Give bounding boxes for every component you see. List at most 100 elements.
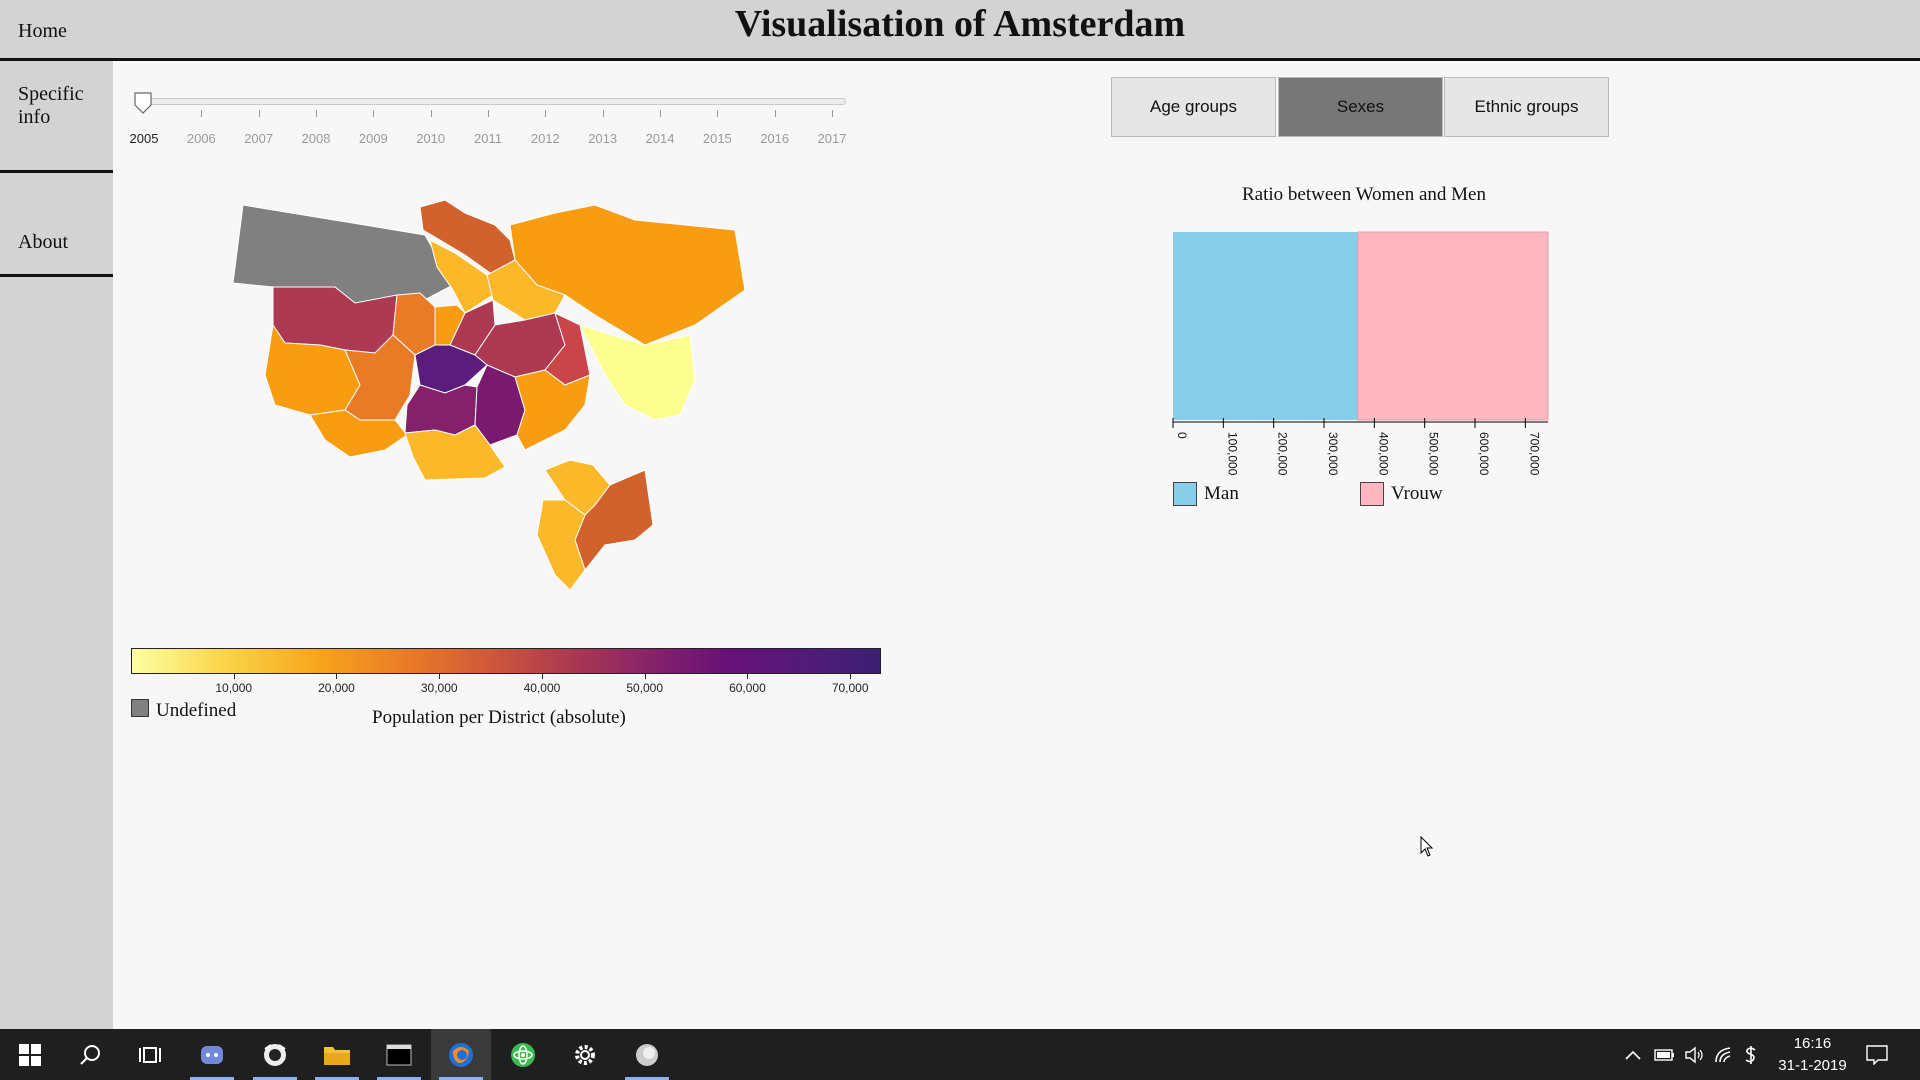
battery-icon[interactable] [1654, 1029, 1676, 1080]
district[interactable] [404, 384, 478, 436]
district[interactable] [514, 369, 591, 451]
x-tick-label: 600,000 [1477, 432, 1491, 476]
tray-chevron-up-icon[interactable] [1624, 1029, 1642, 1080]
color-scale-tick-label: 40,000 [523, 681, 561, 695]
year-label-2017: 2017 [817, 131, 847, 146]
bee-app-icon[interactable] [245, 1029, 305, 1080]
district[interactable] [536, 499, 586, 591]
year-tick [488, 110, 489, 117]
year-label-2014: 2014 [645, 131, 675, 146]
tab-sexes[interactable]: Sexes [1278, 77, 1443, 137]
firefox-icon[interactable] [431, 1029, 491, 1080]
legend-swatch-man [1173, 482, 1197, 506]
color-scale-tick-label: 10,000 [215, 681, 253, 695]
volume-icon[interactable] [1684, 1029, 1706, 1080]
tab-age-groups[interactable]: Age groups [1111, 77, 1276, 137]
year-label-2013: 2013 [588, 131, 618, 146]
file-explorer-icon[interactable] [307, 1029, 367, 1080]
year-tick [430, 110, 432, 117]
home-link[interactable]: Home [18, 20, 67, 42]
color-scale-tick-label: 20,000 [318, 681, 355, 695]
year-slider-track[interactable] [144, 98, 846, 105]
year-tick [660, 110, 661, 117]
year-label-2006: 2006 [186, 131, 216, 146]
color-scale-tick [850, 674, 852, 679]
wifi-icon[interactable] [1714, 1029, 1734, 1080]
settings-gear-icon[interactable] [555, 1029, 615, 1080]
windows-start-icon[interactable] [0, 1029, 60, 1080]
color-scale-tick [233, 674, 235, 679]
year-label-2016: 2016 [760, 131, 790, 146]
atom-icon[interactable] [493, 1029, 553, 1080]
year-label-2015: 2015 [702, 131, 732, 146]
sex-ratio-chart: 0 100,000 200,000 300,000 400,000 500,000 600,… [1172, 231, 1549, 476]
bar-man[interactable] [1173, 232, 1358, 420]
color-scale-tick-label: 60,000 [729, 681, 766, 695]
color-scale-tick [336, 674, 338, 679]
year-tick [602, 110, 604, 117]
district[interactable] [404, 424, 506, 481]
chart-title: Ratio between Women and Men [1241, 184, 1486, 205]
color-scale-tick-label: 70,000 [831, 681, 869, 695]
year-tick [316, 110, 317, 117]
top-header: Home Visualisation of Amsterdam [0, 0, 1920, 61]
year-label-2009: 2009 [358, 131, 388, 146]
clock-date: 31-1-2019 [1778, 1057, 1847, 1074]
x-tick-label: 700,000 [1527, 432, 1541, 476]
notification-center-icon[interactable] [1866, 1029, 1888, 1080]
x-tick-label: 0 [1175, 432, 1189, 439]
year-tick [774, 110, 776, 117]
undefined-swatch [131, 699, 149, 717]
clock-time: 16:16 [1793, 1035, 1832, 1052]
color-scale-tick [644, 674, 646, 679]
year-label-2010: 2010 [416, 131, 446, 146]
year-tick [201, 110, 203, 117]
legend-swatch-vrouw [1360, 482, 1384, 506]
year-tick [258, 110, 260, 117]
legend-label-man: Man [1204, 483, 1239, 504]
tab-ethnic-groups[interactable]: Ethnic groups [1444, 77, 1609, 137]
year-label-2011: 2011 [474, 131, 502, 146]
undefined-label: Undefined [156, 700, 237, 721]
legend-label-vrouw: Vrouw [1391, 483, 1443, 504]
x-tick-label: 200,000 [1276, 432, 1290, 476]
district[interactable] [579, 324, 696, 421]
year-tick [832, 110, 833, 117]
sidebar-item-about[interactable]: About [0, 173, 113, 277]
color-scale-tick [541, 674, 543, 679]
year-tick [717, 110, 719, 117]
year-label-2005: 2005 [129, 131, 159, 146]
color-scale-tick-label: 50,000 [626, 681, 664, 695]
color-scale-tick [439, 674, 441, 679]
task-view-icon[interactable] [120, 1029, 180, 1080]
sidebar-item-specific-info[interactable]: Specific info [0, 83, 113, 173]
year-label-2007: 2007 [244, 131, 274, 146]
x-tick-label: 100,000 [1225, 432, 1239, 476]
sidebar-item-label: Specific info [18, 83, 84, 128]
year-label-2012: 2012 [530, 131, 560, 146]
media-app-icon[interactable] [617, 1029, 677, 1080]
taskbar [0, 1029, 1920, 1080]
dollar-app-icon[interactable] [1744, 1029, 1758, 1080]
district-map [232, 199, 746, 591]
color-scale-bar [131, 648, 881, 674]
mouse-cursor-icon [1420, 836, 1434, 857]
color-scale-tick [747, 674, 749, 679]
legend-title: Population per District (absolute) [372, 707, 626, 728]
x-tick-label: 300,000 [1326, 432, 1340, 476]
district[interactable] [344, 334, 416, 421]
terminal-icon[interactable] [369, 1029, 429, 1080]
year-tick [373, 110, 375, 117]
system-clock[interactable]: 16:16 31-1-2019 [1770, 1033, 1855, 1077]
district-undefined[interactable] [232, 204, 454, 306]
discord-icon[interactable] [182, 1029, 242, 1080]
district[interactable] [486, 259, 566, 321]
search-icon[interactable] [60, 1029, 120, 1080]
sidebar-item-label: About [18, 231, 68, 253]
page-title: Visualisation of Amsterdam [734, 3, 1186, 45]
year-slider-handle[interactable] [134, 92, 152, 114]
sidebar: Specific info About [0, 61, 113, 1029]
color-scale-tick-label: 30,000 [420, 681, 458, 695]
district[interactable] [429, 239, 494, 314]
bar-vrouw[interactable] [1357, 231, 1549, 421]
